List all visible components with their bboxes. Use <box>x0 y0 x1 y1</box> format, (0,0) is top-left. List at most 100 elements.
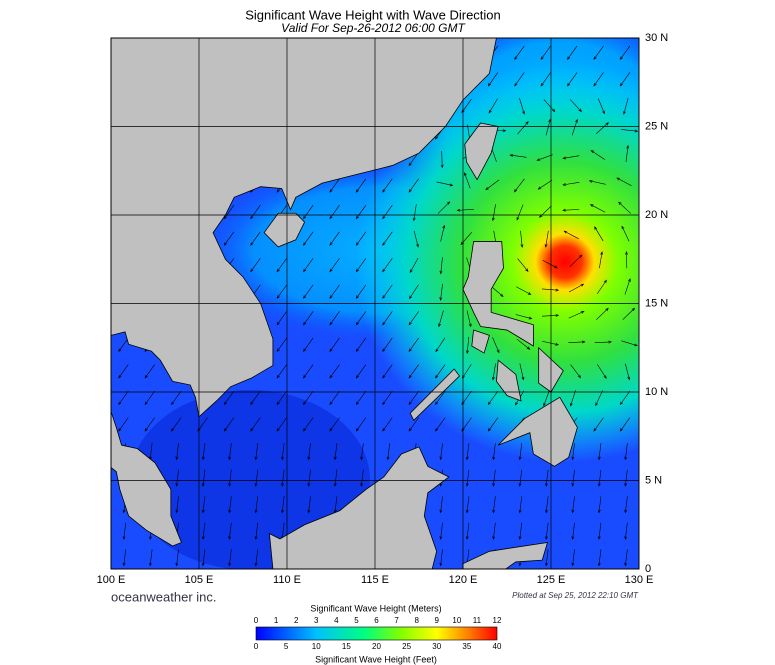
lat-label: 30 N <box>645 32 668 44</box>
meters-tick-label: 0 <box>254 616 259 625</box>
wave-arrow <box>223 231 235 246</box>
meters-tick-label: 12 <box>493 616 502 625</box>
wave-arrow <box>382 258 393 273</box>
wave-arrow <box>118 417 129 432</box>
wave-arrow <box>461 98 472 114</box>
wave-arrow <box>439 522 443 540</box>
wave-arrow <box>439 443 443 461</box>
wave-arrow <box>250 390 261 406</box>
wave-arrow <box>589 204 606 213</box>
wave-arrow <box>571 522 575 540</box>
wave-arrow <box>228 443 232 461</box>
wave-arrow <box>562 155 580 160</box>
wave-arrow <box>355 284 367 299</box>
wave-arrow <box>569 254 583 267</box>
wave-arrow <box>570 364 581 379</box>
wave-arrow <box>562 181 580 186</box>
wave-arrow <box>223 205 235 220</box>
wave-arrow <box>542 259 558 269</box>
wave-arrow <box>461 417 472 432</box>
wave-arrow <box>250 205 261 220</box>
wave-arrow <box>623 98 629 115</box>
feet-tick-label: 30 <box>432 642 441 651</box>
wave-arrow <box>355 258 367 273</box>
wave-arrow <box>516 286 532 295</box>
lon-label: 125 E <box>537 574 566 586</box>
wave-arrow <box>621 129 639 133</box>
wave-arrow <box>254 443 259 461</box>
wave-arrow <box>329 417 340 432</box>
wave-arrow <box>435 364 446 379</box>
wave-arrow <box>303 231 314 246</box>
wave-arrow <box>413 230 419 248</box>
wave-arrow <box>624 469 628 487</box>
lat-label: 25 N <box>645 120 668 132</box>
wave-arrow <box>281 443 285 461</box>
wave-arrow <box>382 337 393 353</box>
wave-arrow <box>228 549 232 567</box>
landmass <box>263 212 306 248</box>
meters-tick-label: 9 <box>435 616 440 625</box>
feet-tick-label: 15 <box>342 642 351 651</box>
wave-arrow <box>542 340 559 346</box>
wave-arrow <box>596 122 609 134</box>
wave-arrow <box>355 231 367 246</box>
wave-arrow <box>599 251 604 269</box>
wave-arrow <box>382 364 393 379</box>
wave-arrow <box>596 307 609 320</box>
wave-arrow <box>545 118 551 136</box>
wave-arrow <box>541 288 560 292</box>
colorbar-title-feet: Significant Wave Height (Feet) <box>315 654 437 664</box>
lat-label: 20 N <box>645 209 668 221</box>
landmass <box>471 329 490 354</box>
meters-tick-label: 5 <box>354 616 359 625</box>
feet-tick-label: 0 <box>254 642 259 651</box>
wave-arrow <box>409 284 419 300</box>
wave-arrow <box>518 522 523 540</box>
wave-arrow <box>515 314 533 320</box>
wave-arrow <box>624 522 628 540</box>
wave-arrow <box>355 311 367 326</box>
wave-arrow <box>435 337 446 353</box>
wave-arrow <box>520 230 524 248</box>
wave-arrow <box>568 311 585 319</box>
lat-label: 10 N <box>645 386 668 398</box>
wave-arrow <box>408 178 419 193</box>
wave-arrow <box>513 178 525 193</box>
wave-arrow <box>408 364 419 379</box>
wave-arrow <box>435 390 446 406</box>
wave-arrow <box>540 45 551 60</box>
plotted-note: Plotted at Sep 25, 2012 22:10 GMT <box>512 591 639 600</box>
wave-arrow <box>201 496 206 514</box>
landmass <box>268 446 450 569</box>
wave-arrow <box>303 258 314 273</box>
graticule <box>111 38 639 569</box>
wave-arrow <box>588 179 606 185</box>
wave-arrow <box>329 231 340 246</box>
wave-arrow <box>382 417 393 432</box>
wave-arrow <box>537 179 553 190</box>
wave-arrow <box>518 443 523 461</box>
wave-arrow <box>519 98 525 115</box>
lon-label: 105 E <box>185 574 214 586</box>
meters-tick-label: 1 <box>274 616 279 625</box>
wave-arrow <box>303 390 314 406</box>
wave-arrow <box>621 340 638 347</box>
wave-arrow <box>276 417 287 432</box>
wave-arrow <box>408 390 419 406</box>
wave-arrow <box>597 549 602 567</box>
wave-arrow <box>622 307 636 320</box>
wave-arrow <box>360 443 364 461</box>
wave-arrow <box>118 390 129 406</box>
wave-arrow <box>465 496 470 514</box>
wave-arrow <box>461 364 472 379</box>
wave-arrow <box>596 279 607 295</box>
wave-arrow <box>491 363 496 381</box>
meters-tick-label: 4 <box>334 616 339 625</box>
longitude-labels: 100 E 105 E 110 E 115 E 120 E 125 E 130 E <box>97 574 654 586</box>
wave-arrow <box>201 469 206 487</box>
lat-label: 15 N <box>645 297 668 309</box>
wave-arrow <box>281 496 285 514</box>
wave-arrow <box>517 258 529 272</box>
